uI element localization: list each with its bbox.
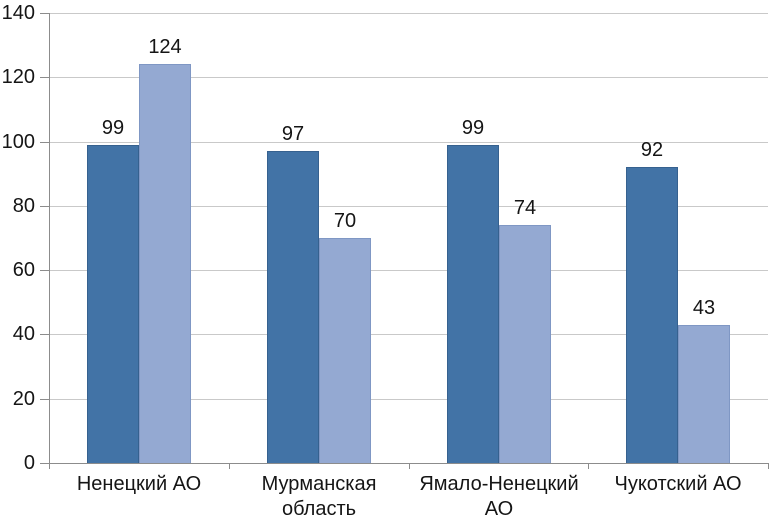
x-axis-line [49, 463, 769, 464]
y-tick-label: 100 [1, 131, 35, 153]
y-tick [40, 142, 49, 143]
gridline [49, 334, 768, 335]
bar-series-2-light-blue-cat3 [678, 325, 730, 463]
y-tick [40, 399, 49, 400]
bar-series-1-dark-blue-cat2 [447, 145, 499, 463]
x-category-label: Ненецкий АО [76, 473, 202, 495]
x-category-label: Ямало-Ненецкий АО [419, 473, 579, 520]
bar-series-2-light-blue-cat2 [499, 225, 551, 463]
bar-series-2-light-blue-cat1 [319, 238, 371, 463]
y-tick [40, 270, 49, 271]
bar-series-2-light-blue-cat0 [139, 64, 191, 463]
y-tick [40, 13, 49, 14]
bar-series-1-dark-blue-cat3 [626, 167, 678, 463]
bar-value-label: 99 [461, 117, 485, 139]
x-category-label: Чукотский АО [614, 473, 742, 495]
y-tick-label: 0 [23, 452, 35, 474]
bar-value-label: 99 [101, 117, 125, 139]
y-tick-label: 40 [12, 323, 35, 345]
x-tick [409, 464, 410, 469]
gridline [49, 13, 768, 14]
bar-value-label: 43 [692, 297, 716, 319]
y-tick-label: 80 [12, 195, 35, 217]
x-tick [588, 464, 589, 469]
gridline [49, 206, 768, 207]
x-category-label: Мурманская область [261, 473, 377, 520]
y-tick [40, 206, 49, 207]
bar-value-label: 74 [513, 197, 537, 219]
gridline [49, 77, 768, 78]
x-tick [49, 464, 50, 469]
gridline [49, 142, 768, 143]
y-tick-label: 20 [12, 388, 35, 410]
y-tick-label: 60 [12, 259, 35, 281]
bar-value-label: 124 [148, 36, 182, 58]
bar-value-label: 92 [640, 139, 664, 161]
bar-series-1-dark-blue-cat1 [267, 151, 319, 463]
y-tick-label: 140 [1, 2, 35, 24]
bar-value-label: 70 [333, 210, 357, 232]
y-tick-label: 120 [1, 66, 35, 88]
y-axis-line [49, 13, 50, 464]
y-tick [40, 463, 49, 464]
gridline [49, 270, 768, 271]
x-tick [768, 464, 769, 469]
gridline [49, 399, 768, 400]
bar-series-1-dark-blue-cat0 [87, 145, 139, 463]
bar-value-label: 97 [281, 123, 305, 145]
x-tick [229, 464, 230, 469]
y-tick [40, 334, 49, 335]
y-tick [40, 77, 49, 78]
